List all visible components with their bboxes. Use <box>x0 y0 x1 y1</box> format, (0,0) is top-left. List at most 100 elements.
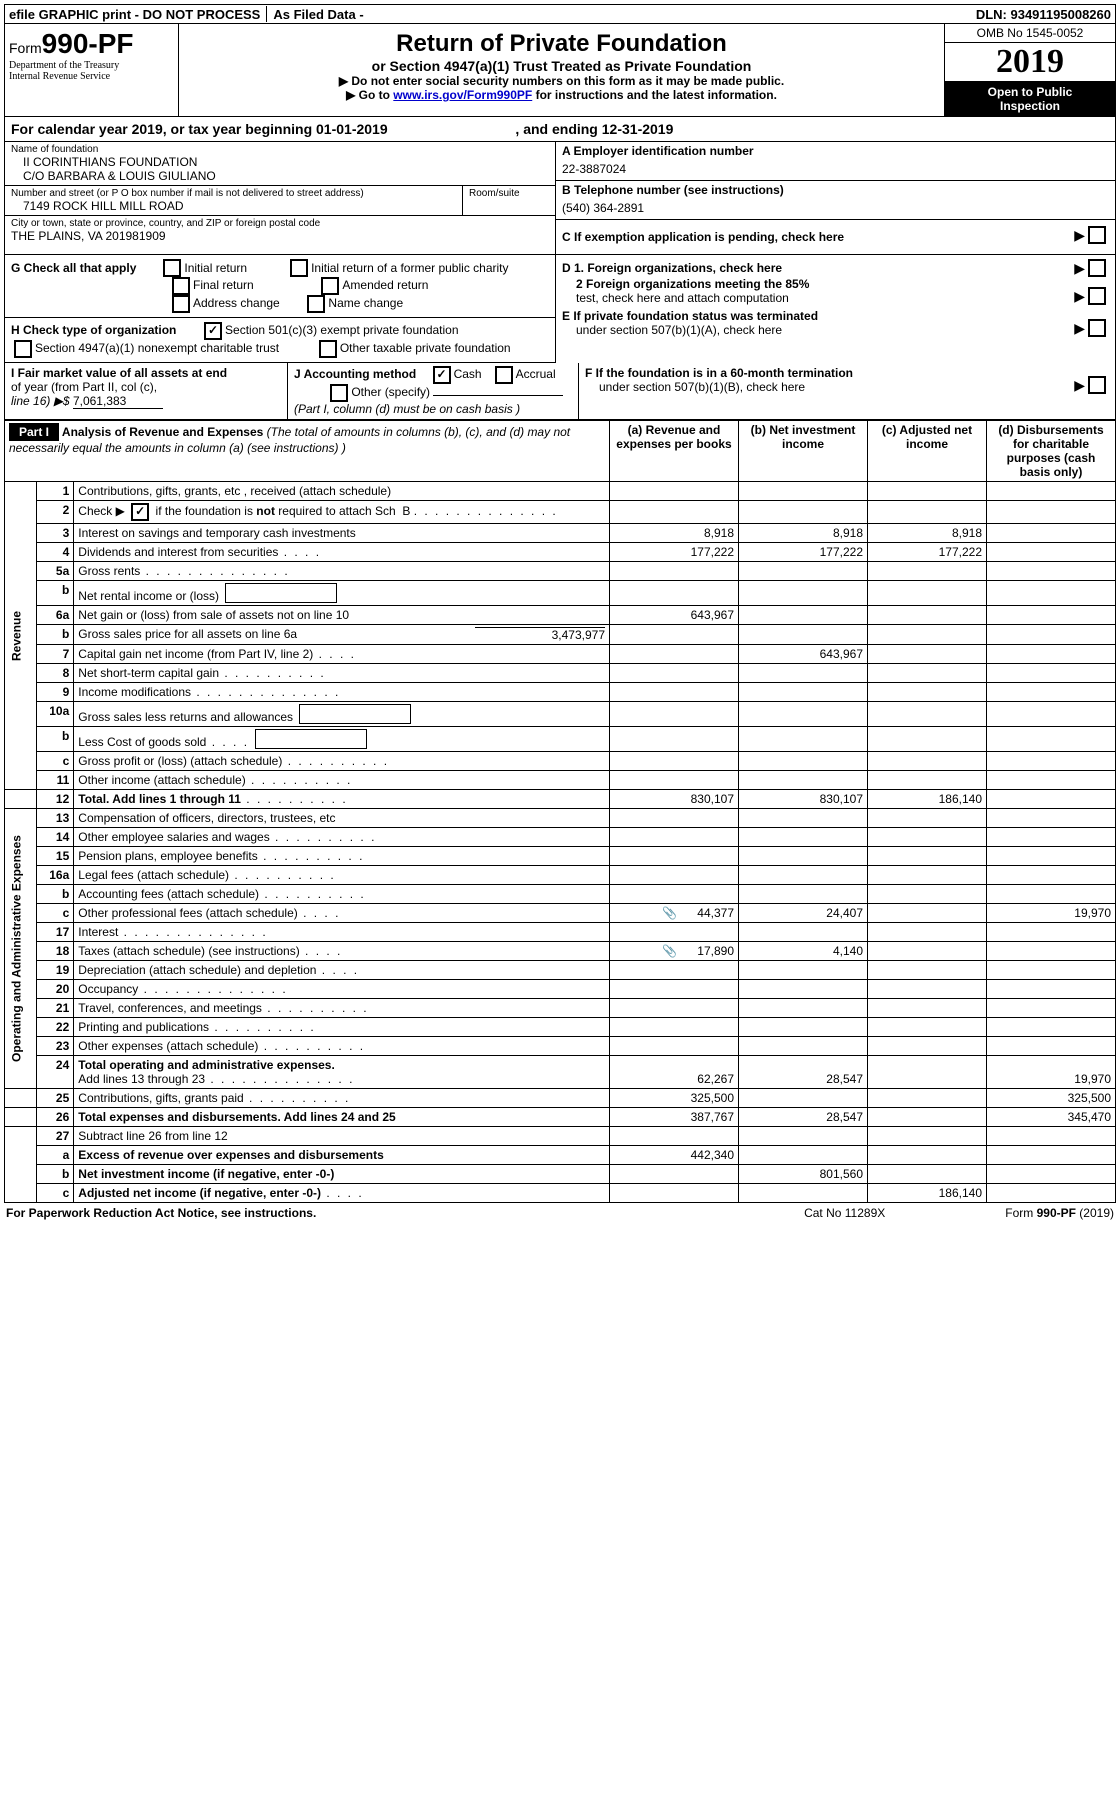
g-final-return-cb[interactable] <box>172 277 190 295</box>
j-cash-cb[interactable] <box>433 366 451 384</box>
line-6a-a: 643,967 <box>610 606 739 625</box>
row-18: 18Taxes (attach schedule) (see instructi… <box>5 942 1116 961</box>
h-label: H Check type of organization <box>11 323 176 337</box>
line-18-a: 17,890 <box>697 944 734 958</box>
line-1-desc: Contributions, gifts, grants, etc , rece… <box>74 482 610 501</box>
dln-value: 93491195008260 <box>1010 7 1111 22</box>
h-4947-cb[interactable] <box>14 340 32 358</box>
form-header: Form990-PF Department of the Treasury In… <box>4 24 1116 117</box>
line-16a-desc: Legal fees (attach schedule) <box>78 868 229 882</box>
line-14-desc: Other employee salaries and wages <box>78 830 269 844</box>
line-4-c: 177,222 <box>868 543 987 562</box>
exemption-pending-checkbox[interactable] <box>1088 226 1106 244</box>
line-12-b: 830,107 <box>739 790 868 809</box>
g-address-change: Address change <box>193 296 280 310</box>
d2-checkbox[interactable] <box>1088 287 1106 305</box>
line-25-a: 325,500 <box>610 1089 739 1108</box>
g-amended-cb[interactable] <box>321 277 339 295</box>
row-15: 15Pension plans, employee benefits <box>5 847 1116 866</box>
row-6a: 6aNet gain or (loss) from sale of assets… <box>5 606 1116 625</box>
line-25-desc: Contributions, gifts, grants paid <box>78 1091 243 1105</box>
dept-treasury: Department of the Treasury <box>9 60 174 71</box>
line-7-desc: Capital gain net income (from Part IV, l… <box>78 647 313 661</box>
g-initial-former-cb[interactable] <box>290 259 308 277</box>
line-5b-desc: Net rental income or (loss) <box>78 589 219 603</box>
goto-pre: ▶ Go to <box>346 88 393 102</box>
form-prefix: Form <box>9 40 42 56</box>
h-4947: Section 4947(a)(1) nonexempt charitable … <box>35 341 279 355</box>
line-27c-desc: Adjusted net income (if negative, enter … <box>78 1186 321 1200</box>
ident-block: Name of foundation II CORINTHIANS FOUNDA… <box>4 142 1116 255</box>
j-accrual-cb[interactable] <box>495 366 513 384</box>
section-g: G Check all that apply Initial return In… <box>5 255 555 318</box>
part-i-title: Analysis of Revenue and Expenses <box>62 425 263 439</box>
row-1: Revenue 1 Contributions, gifts, grants, … <box>5 482 1116 501</box>
g-address-change-cb[interactable] <box>172 295 190 313</box>
line-24-desc-a: Total operating and administrative expen… <box>78 1058 335 1072</box>
line-21-desc: Travel, conferences, and meetings <box>78 1001 262 1015</box>
form-subtitle: or Section 4947(a)(1) Trust Treated as P… <box>183 58 940 74</box>
g-name-change: Name change <box>328 296 403 310</box>
line-27b-desc: Net investment income (if negative, ente… <box>78 1167 334 1181</box>
f-checkbox[interactable] <box>1088 376 1106 394</box>
row-4: 4Dividends and interest from securities … <box>5 543 1116 562</box>
e-checkbox[interactable] <box>1088 319 1106 337</box>
line-12-a: 830,107 <box>610 790 739 809</box>
line-4-b: 177,222 <box>739 543 868 562</box>
row-26: 26Total expenses and disbursements. Add … <box>5 1108 1116 1127</box>
attachment-icon[interactable]: 📎 <box>662 906 677 920</box>
g-initial-return-cb[interactable] <box>163 259 181 277</box>
g-final-return: Final return <box>193 278 254 292</box>
j-cash: Cash <box>454 367 482 381</box>
row-5b: bNet rental income or (loss) <box>5 581 1116 606</box>
row-12: 12Total. Add lines 1 through 11 830,107 … <box>5 790 1116 809</box>
attachment-icon[interactable]: 📎 <box>662 944 677 958</box>
g-name-change-cb[interactable] <box>307 295 325 313</box>
row-6b: b Gross sales price for all assets on li… <box>5 625 1116 645</box>
line-27a-desc: Excess of revenue over expenses and disb… <box>78 1148 383 1162</box>
line-16c-a: 44,377 <box>697 906 734 920</box>
line-24-desc-b: Add lines 13 through 23 <box>78 1072 205 1086</box>
arrow-icon: ▶ <box>1074 320 1085 337</box>
line-17-desc: Interest <box>78 925 118 939</box>
line-16b-desc: Accounting fees (attach schedule) <box>78 887 259 901</box>
row-19: 19Depreciation (attach schedule) and dep… <box>5 961 1116 980</box>
j-other-cb[interactable] <box>330 384 348 402</box>
line-27-desc: Subtract line 26 from line 12 <box>74 1127 610 1146</box>
section-g-to-f: G Check all that apply Initial return In… <box>4 255 1116 363</box>
open-to-public: Open to Public Inspection <box>945 82 1115 116</box>
line-5a-desc: Gross rents <box>78 564 140 578</box>
line-24-b: 28,547 <box>739 1056 868 1089</box>
line-27a-a: 442,340 <box>610 1146 739 1165</box>
line-13-desc: Compensation of officers, directors, tru… <box>74 809 610 828</box>
line-6a-desc: Net gain or (loss) from sale of assets n… <box>74 606 610 625</box>
line-11-desc: Other income (attach schedule) <box>78 773 245 787</box>
g-amended: Amended return <box>342 278 428 292</box>
ssn-warning: ▶ Do not enter social security numbers o… <box>183 74 940 88</box>
line-2-checkbox[interactable] <box>131 503 149 521</box>
foundation-name-2: C/O BARBARA & LOUIS GIULIANO <box>11 169 549 183</box>
d1-checkbox[interactable] <box>1088 259 1106 277</box>
h-other-cb[interactable] <box>319 340 337 358</box>
line-18-b: 4,140 <box>739 942 868 961</box>
e-line1: E If private foundation status was termi… <box>562 309 818 323</box>
row-3: 3Interest on savings and temporary cash … <box>5 524 1116 543</box>
col-c-header: (c) Adjusted net income <box>868 421 987 482</box>
line-16c-desc: Other professional fees (attach schedule… <box>78 906 297 920</box>
tax-year: 2019 <box>945 43 1115 82</box>
irs-label: Internal Revenue Service <box>9 71 174 82</box>
irs-link[interactable]: www.irs.gov/Form990PF <box>393 88 532 102</box>
j-other: Other (specify) <box>351 385 430 399</box>
h-501c3-cb[interactable] <box>204 322 222 340</box>
row-20: 20Occupancy <box>5 980 1116 999</box>
line-4-a: 177,222 <box>610 543 739 562</box>
line-16c-d: 19,970 <box>987 904 1116 923</box>
line-25-d: 325,500 <box>987 1089 1116 1108</box>
row-17: 17Interest <box>5 923 1116 942</box>
row-16b: bAccounting fees (attach schedule) <box>5 885 1116 904</box>
cal-mid: , and ending <box>515 121 601 137</box>
d2-line1: 2 Foreign organizations meeting the 85% <box>576 277 809 291</box>
city-label: City or town, state or province, country… <box>11 218 549 229</box>
row-13: Operating and Administrative Expenses 13… <box>5 809 1116 828</box>
g-initial-return: Initial return <box>184 261 247 275</box>
